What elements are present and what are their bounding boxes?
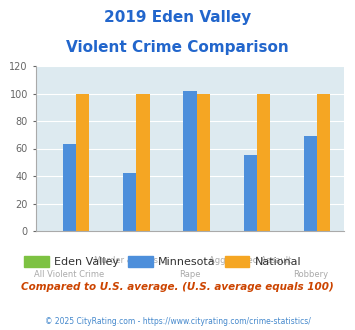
- Bar: [123, 173, 136, 231]
- Text: Robbery: Robbery: [293, 270, 328, 279]
- Bar: [197, 93, 210, 231]
- Bar: [244, 155, 257, 231]
- Bar: [76, 93, 89, 231]
- Bar: [304, 136, 317, 231]
- Text: © 2025 CityRating.com - https://www.cityrating.com/crime-statistics/: © 2025 CityRating.com - https://www.city…: [45, 317, 310, 326]
- Text: 2019 Eden Valley: 2019 Eden Valley: [104, 10, 251, 25]
- Text: Rape: Rape: [179, 270, 201, 279]
- Text: All Violent Crime: All Violent Crime: [34, 270, 104, 279]
- Text: Aggravated Assault: Aggravated Assault: [209, 256, 291, 265]
- Bar: [136, 93, 149, 231]
- Bar: [257, 93, 270, 231]
- Text: Compared to U.S. average. (U.S. average equals 100): Compared to U.S. average. (U.S. average …: [21, 282, 334, 292]
- Text: Violent Crime Comparison: Violent Crime Comparison: [66, 40, 289, 54]
- Bar: [183, 91, 197, 231]
- Text: Murder & Mans...: Murder & Mans...: [94, 256, 166, 265]
- Bar: [63, 145, 76, 231]
- Bar: [317, 93, 330, 231]
- Legend: Eden Valley, Minnesota, National: Eden Valley, Minnesota, National: [20, 251, 306, 271]
